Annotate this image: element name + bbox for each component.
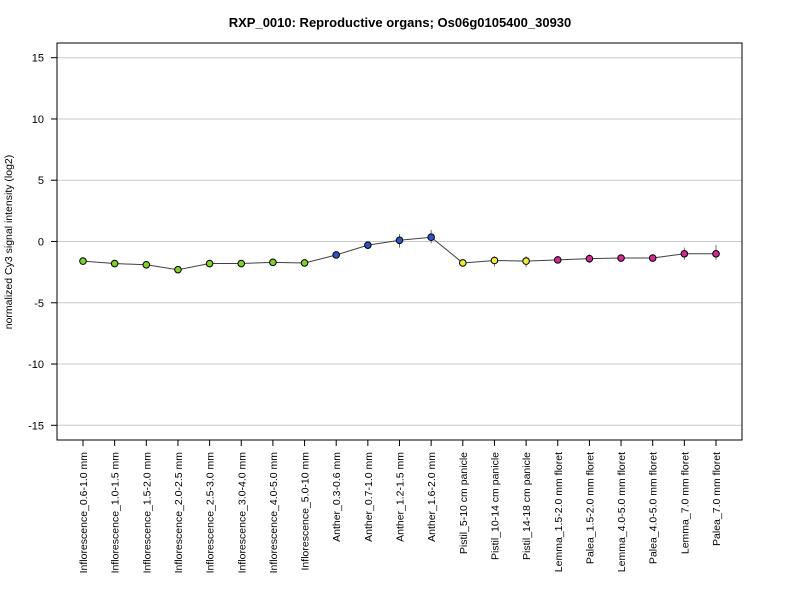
- x-category-label: Lemma_4.0-5.0 mm floret: [616, 452, 628, 572]
- x-category-label: Palea_7.0 mm floret: [711, 452, 723, 546]
- data-point: [648, 254, 657, 262]
- x-category-label: Lemma_7.0 mm floret: [679, 452, 691, 554]
- y-axis: -15 -10 -5 0 5 10 15: [28, 53, 57, 432]
- y-tick-label: 10: [32, 114, 44, 126]
- y-tick-label: 15: [32, 53, 44, 65]
- x-category-label: Palea_4.0-5.0 mm floret: [648, 452, 660, 564]
- data-point: [490, 256, 499, 265]
- x-category-label: Inflorescence_1.0-1.5 mm: [110, 452, 122, 574]
- x-category-label: Inflorescence_2.0-2.5 mm: [173, 452, 185, 574]
- data-point: [205, 259, 214, 268]
- data-point: [174, 265, 182, 274]
- data-point: [395, 236, 404, 245]
- x-category-label: Inflorescence_5.0-10 mm: [300, 452, 312, 571]
- x-category-label: Anther_0.7-1.0 mm: [363, 452, 375, 542]
- y-tick-label: 0: [38, 237, 44, 249]
- x-category-label: Inflorescence_3.0-4.0 mm: [236, 452, 248, 574]
- y-tick-label: -15: [28, 420, 44, 432]
- data-point: [712, 249, 720, 258]
- y-tick-label: -5: [34, 298, 44, 310]
- data-point: [680, 249, 689, 258]
- x-category-label: Inflorescence_0.6-1.0 mm: [78, 452, 90, 574]
- data-point: [617, 254, 625, 262]
- x-category-label: Anther_1.2-1.5 mm: [395, 452, 407, 542]
- x-category-label: Pistil_10-14 cm panicle: [489, 452, 501, 560]
- data-point: [522, 257, 530, 265]
- data-point: [459, 259, 467, 267]
- data-point: [364, 241, 372, 249]
- data-point: [110, 259, 119, 268]
- data-point: [300, 259, 309, 267]
- data-point: [79, 257, 87, 265]
- x-category-label: Palea_1.5-2.0 mm floret: [584, 452, 596, 564]
- data-point: [142, 260, 151, 269]
- data-point: [269, 258, 277, 267]
- y-axis-title: normalized Cy3 signal intensity (log2): [3, 155, 15, 330]
- data-point: [332, 251, 341, 259]
- x-category-label: Inflorescence_2.5-3.0 mm: [205, 452, 217, 574]
- series-group: [79, 229, 720, 274]
- x-category-label: Pistil_5-10 cm panicle: [458, 452, 470, 554]
- x-axis: Inflorescence_0.6-1.0 mm Inflorescence_1.…: [78, 440, 723, 573]
- x-category-label: Anther_0.3-0.6 mm: [331, 452, 343, 542]
- x-category-label: Lemma_1.5-2.0 mm floret: [553, 452, 565, 572]
- data-point: [427, 233, 435, 242]
- x-category-label: Anther_1.6-2.0 mm: [426, 452, 438, 542]
- y-tick-label: -10: [28, 359, 44, 371]
- data-point: [237, 259, 246, 268]
- x-category-label: Inflorescence_1.5-2.0 mm: [141, 452, 153, 574]
- grid-lines: [57, 57, 742, 426]
- x-category-label: Inflorescence_4.0-5.0 mm: [268, 452, 280, 574]
- x-category-label: Pistil_14-18 cm panicle: [521, 452, 533, 560]
- data-point: [585, 254, 594, 263]
- y-tick-label: 5: [38, 175, 44, 187]
- chart-title: RXP_0010: Reproductive organs; Os06g0105…: [229, 15, 572, 30]
- data-point: [553, 256, 562, 264]
